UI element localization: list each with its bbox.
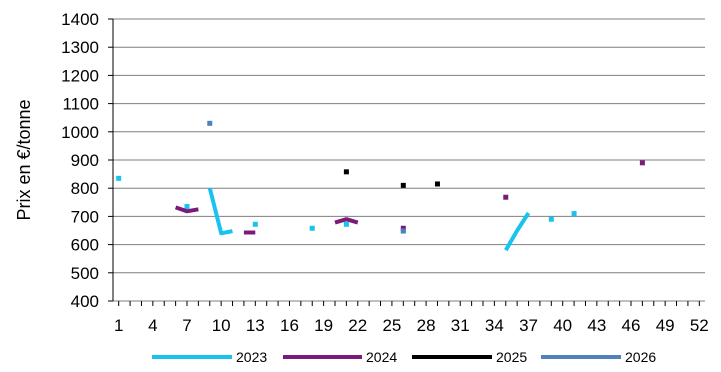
data-point xyxy=(400,225,406,231)
data-point xyxy=(116,175,122,181)
legend-label: 2024 xyxy=(366,349,397,365)
series-2026 xyxy=(207,120,406,234)
legend-label: 2026 xyxy=(625,349,656,365)
x-tick-label: 10 xyxy=(212,316,231,335)
data-point xyxy=(639,160,645,166)
legend: 2023 2024 2025 2026 xyxy=(152,349,656,365)
data-point xyxy=(548,216,554,222)
series-line xyxy=(207,187,233,236)
data-point xyxy=(434,181,440,187)
y-tick-label: 1100 xyxy=(62,95,99,114)
legend-item-2025: 2025 xyxy=(412,349,527,365)
x-tick-label: 7 xyxy=(182,316,191,335)
y-tick-label: 1400 xyxy=(61,10,99,29)
legend-item-2024: 2024 xyxy=(283,349,397,365)
series-line xyxy=(174,205,199,214)
x-tick-label: 49 xyxy=(656,316,675,335)
x-tick-label: 22 xyxy=(348,316,367,335)
x-tick-label: 19 xyxy=(314,316,333,335)
gridlines xyxy=(113,18,705,302)
data-point xyxy=(571,211,577,217)
x-tick-label: 28 xyxy=(417,316,436,335)
y-tick-label: 900 xyxy=(71,151,99,170)
series-line xyxy=(334,217,359,225)
x-tick-label: 40 xyxy=(553,316,572,335)
data-point xyxy=(184,204,190,210)
series-2024 xyxy=(174,160,645,235)
data-point xyxy=(207,120,213,126)
y-tick-label: 1000 xyxy=(61,123,99,142)
x-tick-labels: 1 4 7 10 13 16 19 22 25 28 31 34 37 40 43 46 49 52 xyxy=(114,316,709,335)
y-axis-title: Prix en €/tonne xyxy=(14,99,34,220)
x-tick-label: 16 xyxy=(280,316,299,335)
y-tick-label: 800 xyxy=(71,179,99,198)
legend-item-2023: 2023 xyxy=(152,349,267,365)
series-line xyxy=(504,211,531,252)
legend-item-2026: 2026 xyxy=(541,349,656,365)
x-tick-label: 25 xyxy=(382,316,401,335)
series-2023 xyxy=(116,175,577,252)
data-point xyxy=(343,169,349,175)
x-tick-label: 13 xyxy=(246,316,265,335)
data-point xyxy=(400,228,406,234)
legend-label: 2025 xyxy=(496,349,527,365)
data-point xyxy=(309,225,315,231)
x-tick-label: 4 xyxy=(148,316,157,335)
data-point xyxy=(252,221,258,227)
y-tick-label: 500 xyxy=(71,264,99,283)
data-point xyxy=(343,221,349,227)
y-tick-label: 600 xyxy=(71,236,99,255)
series xyxy=(116,120,645,252)
x-tick-label: 1 xyxy=(114,316,123,335)
y-tick-label: 1200 xyxy=(61,66,99,85)
x-tick-label: 52 xyxy=(690,316,709,335)
y-tick-labels: 400 500 600 700 800 900 1000 1100 1200 1300 1400 xyxy=(61,10,99,311)
y-tick-label: 1300 xyxy=(61,38,99,57)
x-tick-label: 37 xyxy=(519,316,538,335)
x-tick-label: 46 xyxy=(622,316,641,335)
data-point xyxy=(503,194,509,200)
x-tick-label: 43 xyxy=(587,316,606,335)
legend-label: 2023 xyxy=(236,349,267,365)
y-tick-label: 400 xyxy=(71,292,99,311)
x-tick-label: 34 xyxy=(485,316,504,335)
axes: Prix en €/tonne xyxy=(14,18,700,306)
data-point xyxy=(400,182,406,188)
series-2025 xyxy=(343,169,440,188)
y-tick-label: 700 xyxy=(71,207,99,226)
x-tick-label: 31 xyxy=(451,316,470,335)
